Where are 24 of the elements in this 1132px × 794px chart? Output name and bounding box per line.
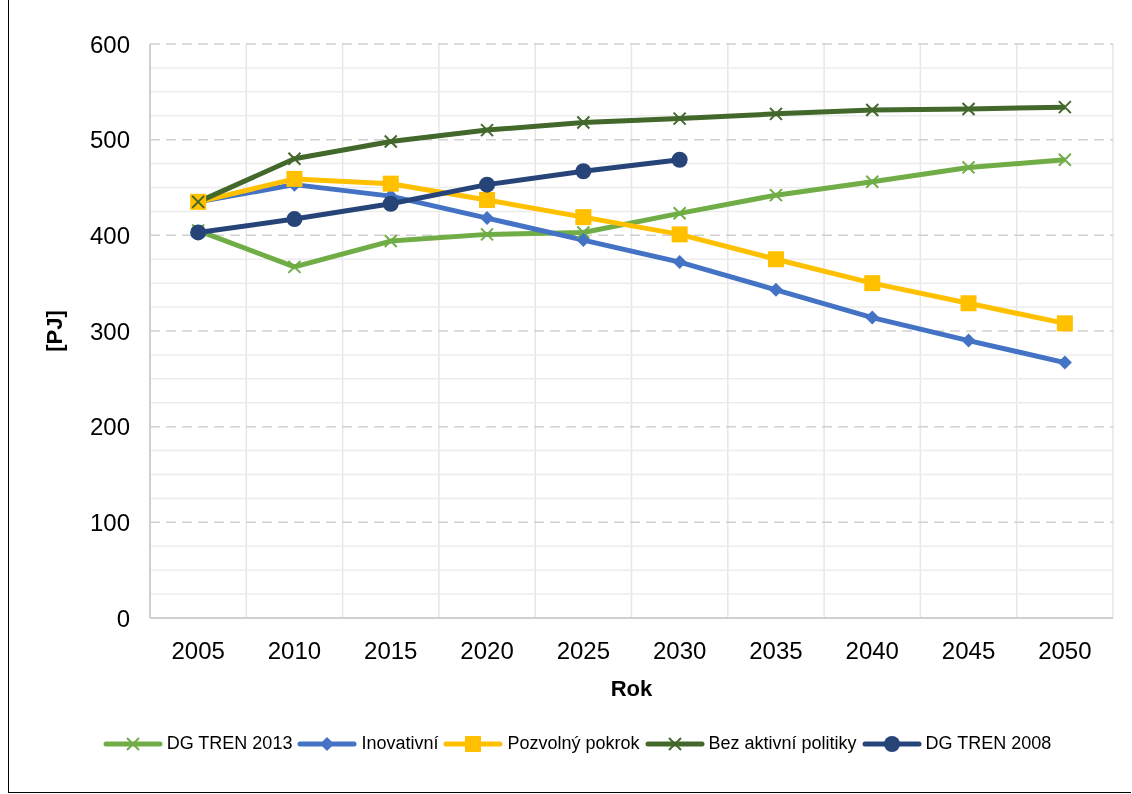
x-tick-label: 2050	[1038, 637, 1092, 665]
x-tick-label: 2035	[749, 637, 803, 665]
x-tick-label: 2040	[845, 637, 899, 665]
y-tick-label: 0	[116, 604, 130, 632]
y-tick-label: 300	[89, 317, 130, 345]
legend-label: Inovativní	[361, 733, 439, 754]
x-tick-label: 2045	[941, 637, 996, 665]
legend-label: Bez aktivní politiky	[708, 733, 857, 754]
x-tick-label: 2015	[364, 637, 418, 665]
y-tick-label: 400	[89, 221, 130, 249]
x-tick-label: 2010	[267, 637, 322, 665]
y-tick-label: 100	[89, 508, 130, 536]
legend-label: DG TREN 2008	[925, 733, 1052, 754]
y-tick-label: 200	[89, 413, 130, 441]
x-tick-label: 2030	[652, 637, 707, 665]
y-axis-title: [PJ]	[41, 310, 67, 352]
legend-label: Pozvolný pokrok	[507, 733, 640, 754]
x-tick-label: 2005	[171, 637, 225, 665]
x-tick-label: 2020	[460, 637, 514, 665]
y-tick-label: 500	[89, 126, 130, 154]
x-axis-title: Rok	[610, 675, 654, 701]
legend-label: DG TREN 2013	[166, 733, 293, 754]
x-tick-label: 2025	[556, 637, 611, 665]
y-tick-label: 600	[89, 30, 130, 58]
